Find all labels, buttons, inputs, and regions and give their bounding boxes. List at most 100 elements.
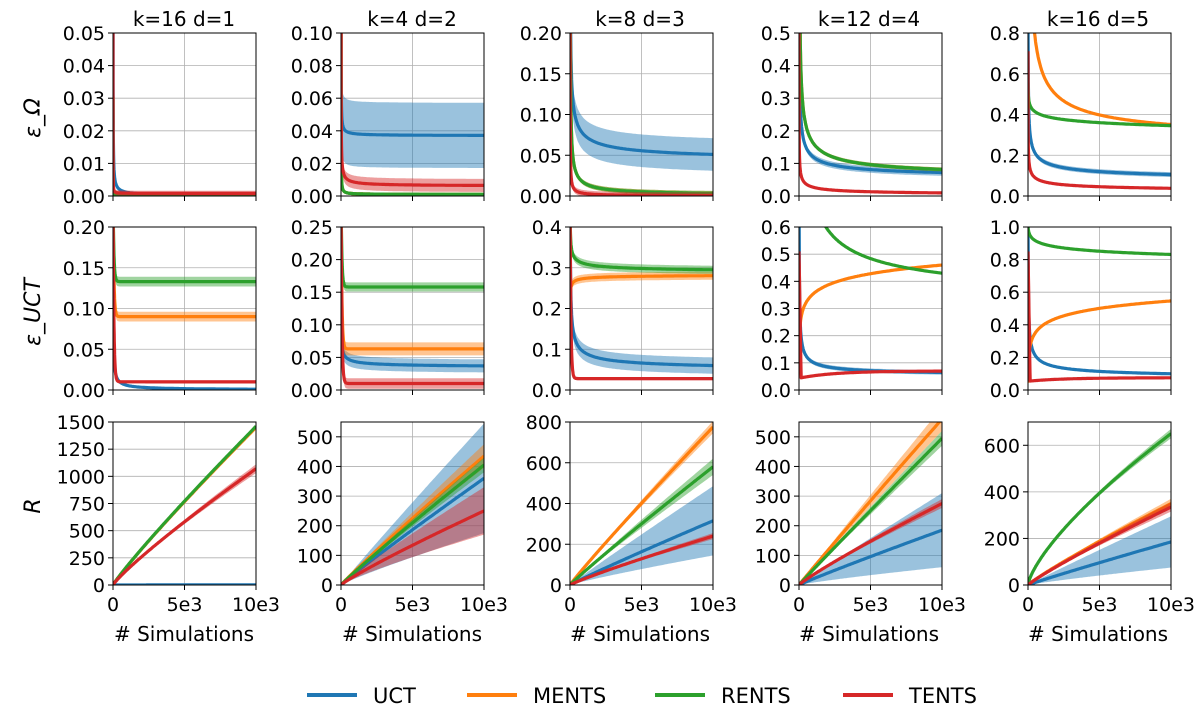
y-tick-label: 0.05 [63,339,105,361]
line-ments [799,263,942,361]
line-rents [570,465,713,585]
y-tick-label: 0.20 [520,23,562,45]
y-tick-label: 200 [755,516,791,538]
line-tents [341,33,484,187]
y-tick-label: 0.00 [291,380,333,402]
y-tick-label: 100 [297,545,333,567]
y-tick-label: 0.0 [990,380,1020,402]
line-ments [1028,299,1171,384]
series-group [1028,429,1171,585]
legend-label-rents: RENTS [721,684,791,704]
y-tick-label: 400 [297,456,333,478]
y-tick-label: 0 [321,575,333,597]
y-tick-label: 400 [526,494,562,516]
x-tick-label: 0 [107,594,119,616]
band-ments [341,227,484,356]
series-group [799,422,942,585]
y-tick-label: 0 [93,575,105,597]
line-ments [1032,33,1171,127]
y-tick-label: 0.01 [63,153,105,175]
band-tents [341,487,484,585]
line-rents [1028,432,1171,585]
y-tick-label: 0.10 [63,299,105,321]
y-tick-label: 300 [755,486,791,508]
x-axis-label-1: # Simulations [114,622,254,646]
x-tick-label: 5e3 [624,594,660,616]
y-tick-label: 0.2 [761,326,791,348]
series-group [570,422,713,585]
subplot-grid: 0.000.010.020.030.040.050.000.020.040.06… [57,23,1195,616]
row-label-epsilon-omega: ε_Ω [21,98,46,138]
x-tick-label: 5e3 [853,594,889,616]
legend-label-ments: MENTS [533,684,606,704]
line-tents [799,502,942,585]
y-tick-label: 0.10 [291,23,333,45]
y-tick-label: 0.4 [990,105,1020,127]
grid [112,32,257,197]
line-rents [113,227,256,284]
subplot-3-5: 0 200 400 600 0 5e3 10e3 [984,421,1195,616]
y-tick-label: 0.4 [761,271,791,293]
y-tick-label: 0.10 [520,105,562,127]
x-tick-label: 5e3 [1082,594,1118,616]
y-tick-label: 0.8 [990,23,1020,45]
y-tick-label: 0.10 [291,315,333,337]
y-tick-label: 0.3 [761,299,791,321]
y-tick-label: 0.4 [990,315,1020,337]
y-tick-label: 0.05 [291,347,333,369]
y-tick-label: 0.6 [990,64,1020,86]
series-group [799,227,942,380]
y-tick-label: 0.4 [761,56,791,78]
y-tick-label: 0.04 [291,121,333,143]
line-uct [799,33,942,175]
line-rents [823,227,942,275]
y-tick-label: 0.02 [291,153,333,175]
y-tick-label: 0.15 [63,258,105,280]
y-tick-label: 100 [755,545,791,567]
grid [798,226,943,391]
y-tick-label: 0.25 [291,217,333,239]
subplot-1-1: 0.00 0.01 0.02 0.03 0.04 0.05 [63,23,257,208]
band-uct [341,227,484,373]
y-tick-label: 0.4 [532,217,562,239]
line-rents [799,33,942,171]
band-rents [341,227,484,292]
line-tents [113,467,256,585]
subplot-1-3: 0.00 0.05 0.10 0.15 0.20 [520,23,714,208]
legend: UCT MENTS RENTS TENTS [307,684,977,704]
y-tick-label: 200 [526,534,562,556]
y-tick-label: 0 [550,575,562,597]
band-uct [570,33,713,171]
series-group [341,33,484,196]
x-tick-label: 0 [1022,594,1034,616]
y-tick-label: 0.05 [63,23,105,45]
line-tents [113,227,256,384]
subplot-3-4: 0 100 200 300 400 500 0 5e3 10e3 [755,421,966,616]
y-tick-label: 200 [297,516,333,538]
y-tick-label: 0 [779,575,791,597]
series-group [570,33,713,196]
y-tick-label: 0.1 [532,339,562,361]
series-group [799,33,942,195]
y-tick-label: 0 [1008,575,1020,597]
row-label-r: R [21,498,46,513]
line-rents [341,33,484,196]
x-axis-label-2: # Simulations [342,622,482,646]
y-tick-label: 0.06 [291,88,333,110]
y-tick-label: 300 [297,486,333,508]
y-tick-label: 0.00 [63,186,105,208]
series-group [113,227,256,390]
y-tick-label: 0.3 [532,258,562,280]
x-axis-label-5: # Simulations [1028,622,1168,646]
band-uct [341,423,484,585]
subplot-2-4: 0.0 0.1 0.2 0.3 0.4 0.5 0.6 [761,217,943,402]
line-uct [341,33,484,137]
y-tick-label: 0.00 [520,186,562,208]
line-tents [570,33,713,196]
y-tick-label: 200 [984,528,1020,550]
line-tents [341,509,484,585]
x-axis-label-4: # Simulations [799,622,939,646]
y-tick-label: 0.0 [761,186,791,208]
series-group [341,423,484,585]
y-tick-label: 0.5 [761,244,791,266]
